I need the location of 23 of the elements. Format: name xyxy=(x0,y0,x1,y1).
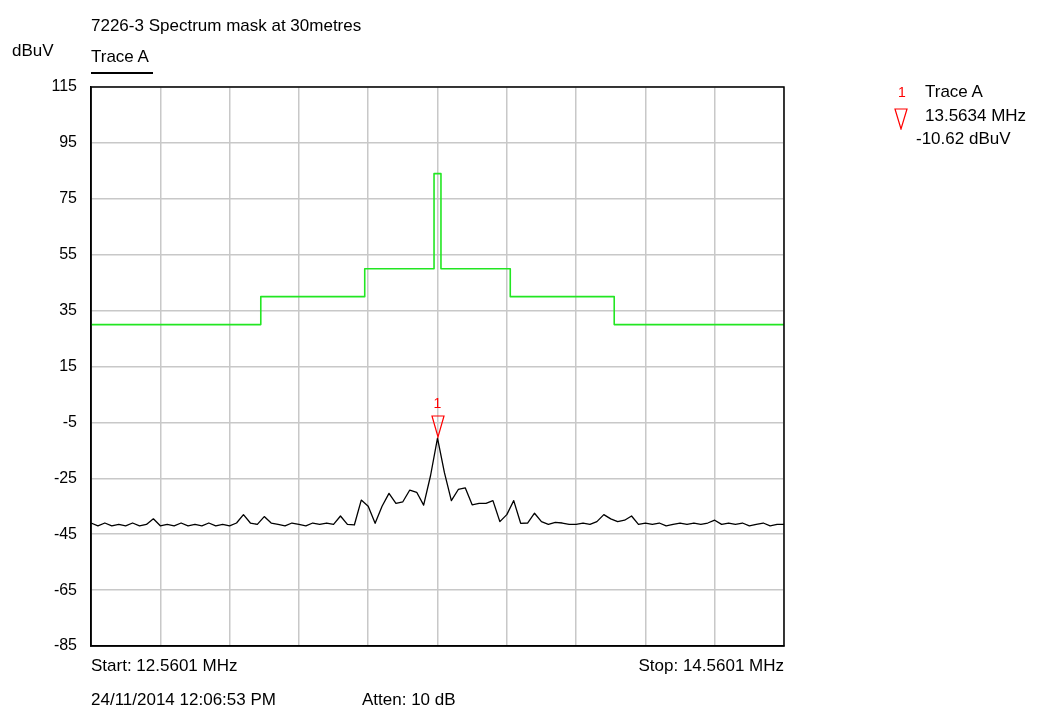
y-tick-label: 75 xyxy=(59,189,78,207)
annotation: 1 xyxy=(433,394,442,411)
text: Atten: 10 dB xyxy=(362,690,456,709)
text: Start: 12.5601 MHz xyxy=(91,656,238,675)
text: 24/11/2014 12:06:53 PM xyxy=(91,690,276,709)
y-tick-label: -25 xyxy=(53,468,78,486)
y-tick-label: 35 xyxy=(59,301,78,319)
y-tick-label: 115 xyxy=(51,77,78,95)
text: -10.62 dBuV xyxy=(916,129,1011,148)
y-tick-label: 55 xyxy=(59,245,78,263)
y-tick-label: -5 xyxy=(62,412,78,430)
y-tick-label: -65 xyxy=(53,580,78,598)
text: Trace A xyxy=(925,82,983,101)
text: 1 xyxy=(898,84,906,100)
text: 13.5634 MHz xyxy=(925,106,1027,125)
y-tick-label: 95 xyxy=(59,133,78,151)
chart-title: 7226-3 Spectrum mask at 30metres xyxy=(91,16,362,35)
text: Trace A xyxy=(91,47,149,66)
text: Stop: 14.5601 MHz xyxy=(638,656,784,675)
y-tick-label: -85 xyxy=(53,636,78,654)
y-tick-label: -45 xyxy=(53,524,78,542)
y-axis-title: dBuV xyxy=(12,41,54,60)
y-tick-label: 15 xyxy=(59,356,78,374)
